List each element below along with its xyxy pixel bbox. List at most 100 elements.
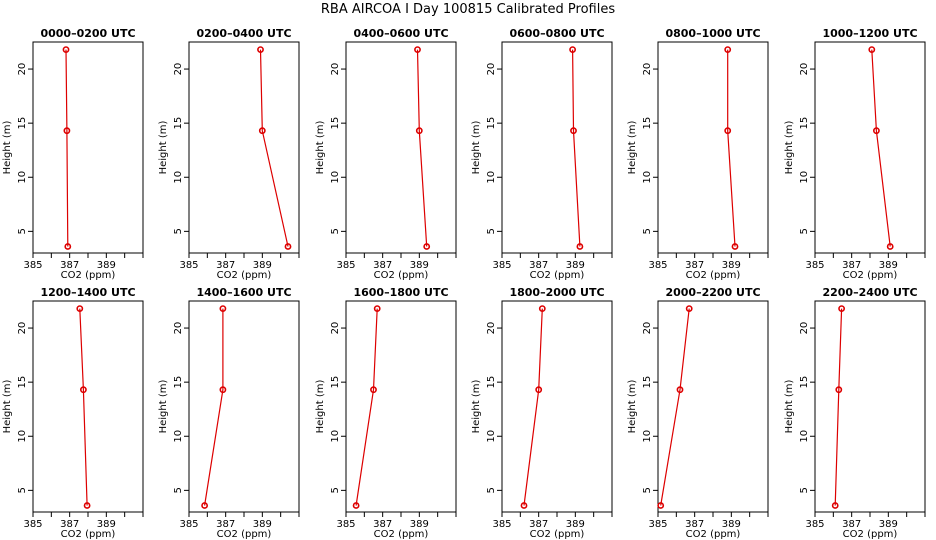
profile-line <box>572 49 581 247</box>
profile-line <box>79 308 88 506</box>
x-tick-label: 385 <box>23 519 42 530</box>
x-tick-label: 389 <box>97 260 116 271</box>
data-point <box>414 46 421 53</box>
y-axis-label: Height (m) <box>471 121 482 175</box>
profile-panel: 1800–2000 UTC 385 387 389 5 10 15 20 CO2 (ppm) He… <box>471 286 613 540</box>
x-axis-label: CO2 (ppm) <box>843 270 898 281</box>
data-point <box>80 386 87 394</box>
panel-grid: 0000–0200 UTC 385 387 389 5 10 15 20 CO2 (ppm) He… <box>2 27 926 540</box>
x-axis-label: CO2 (ppm) <box>61 529 116 540</box>
y-tick-label: 10 <box>486 171 497 184</box>
data-point <box>201 502 208 509</box>
y-tick-label: 20 <box>799 63 810 76</box>
panel-title: 1800–2000 UTC <box>509 286 604 299</box>
x-tick-label: 385 <box>492 519 511 530</box>
plot-frame <box>345 41 457 254</box>
data-point <box>873 127 880 135</box>
x-axis-label: CO2 (ppm) <box>374 529 429 540</box>
y-axis-label: Height (m) <box>2 380 13 434</box>
profile-line <box>355 308 378 506</box>
y-tick-label: 10 <box>17 171 28 184</box>
y-axis-label: Height (m) <box>471 380 482 434</box>
data-point <box>219 386 227 394</box>
y-tick-label: 5 <box>486 487 497 493</box>
data-point <box>62 46 70 53</box>
data-point <box>724 46 732 53</box>
y-tick-label: 20 <box>17 322 28 335</box>
figure-title: RBA AIRCOA I Day 100815 Calibrated Profi… <box>321 2 615 17</box>
x-tick-label: 389 <box>410 519 429 530</box>
panel-title: 1600–1800 UTC <box>353 286 448 299</box>
y-tick-label: 15 <box>173 117 184 130</box>
x-tick-label: 385 <box>179 260 198 271</box>
y-tick-label: 20 <box>642 322 653 335</box>
x-tick-label: 387 <box>216 260 235 271</box>
x-tick-label: 387 <box>685 260 704 271</box>
data-point <box>370 386 377 394</box>
data-point <box>83 502 91 509</box>
data-point <box>570 127 577 135</box>
y-axis-label: Height (m) <box>158 121 169 175</box>
data-point <box>886 243 894 250</box>
y-tick-label: 20 <box>330 322 341 335</box>
x-tick-label: 385 <box>179 519 198 530</box>
y-tick-label: 5 <box>799 228 810 234</box>
x-tick-label: 389 <box>879 519 898 530</box>
y-tick-label: 15 <box>330 117 341 130</box>
plot-frame <box>501 41 613 254</box>
x-tick-label: 385 <box>492 260 511 271</box>
y-tick-label: 10 <box>330 430 341 443</box>
panel-title: 0600–0800 UTC <box>509 27 604 40</box>
x-axis-label: CO2 (ppm) <box>217 270 272 281</box>
y-tick-label: 15 <box>486 376 497 389</box>
profile-line <box>834 308 843 506</box>
x-axis-label: CO2 (ppm) <box>61 270 116 281</box>
y-tick-label: 15 <box>17 376 28 389</box>
plot-frame <box>501 300 613 513</box>
y-tick-label: 10 <box>799 430 810 443</box>
y-tick-label: 15 <box>642 376 653 389</box>
data-point <box>423 243 431 250</box>
y-tick-label: 5 <box>330 487 341 493</box>
y-tick-label: 15 <box>486 117 497 130</box>
data-point <box>868 46 876 53</box>
y-tick-label: 20 <box>486 322 497 335</box>
plot-frame <box>188 300 300 513</box>
x-tick-label: 387 <box>529 260 548 271</box>
plot-frame <box>32 300 144 513</box>
x-tick-label: 387 <box>842 519 861 530</box>
x-axis-label: CO2 (ppm) <box>686 529 741 540</box>
y-tick-label: 10 <box>799 171 810 184</box>
profile-line <box>416 49 428 247</box>
x-tick-label: 387 <box>216 519 235 530</box>
x-axis-label: CO2 (ppm) <box>530 529 585 540</box>
plot-frame <box>32 41 144 254</box>
data-point <box>63 127 71 135</box>
profile-panel: 2000–2200 UTC 385 387 389 5 10 15 20 CO2 (ppm) He… <box>627 286 769 540</box>
y-axis-label: Height (m) <box>158 380 169 434</box>
panel-title: 0200–0400 UTC <box>196 27 291 40</box>
profile-line <box>871 49 891 247</box>
y-axis-label: Height (m) <box>315 380 326 434</box>
x-tick-label: 385 <box>336 260 355 271</box>
data-point <box>724 127 732 135</box>
x-axis-label: CO2 (ppm) <box>217 529 272 540</box>
data-point <box>520 502 528 509</box>
y-axis-label: Height (m) <box>627 121 638 175</box>
y-axis-label: Height (m) <box>784 380 795 434</box>
y-tick-label: 20 <box>642 63 653 76</box>
y-tick-label: 5 <box>330 228 341 234</box>
profile-panel: 1200–1400 UTC 385 387 389 5 10 15 20 CO2 (ppm) He… <box>2 286 144 540</box>
x-tick-label: 389 <box>566 260 585 271</box>
plot-frame <box>814 300 926 513</box>
x-tick-label: 389 <box>722 519 741 530</box>
y-axis-label: Height (m) <box>2 121 13 175</box>
x-axis-label: CO2 (ppm) <box>843 529 898 540</box>
x-tick-label: 389 <box>566 519 585 530</box>
y-tick-label: 20 <box>486 63 497 76</box>
x-tick-label: 389 <box>253 260 272 271</box>
plot-frame <box>657 300 769 513</box>
y-tick-label: 15 <box>330 376 341 389</box>
profile-panel: 1600–1800 UTC 385 387 389 5 10 15 20 CO2 (ppm) He… <box>315 286 457 540</box>
x-tick-label: 385 <box>648 519 667 530</box>
